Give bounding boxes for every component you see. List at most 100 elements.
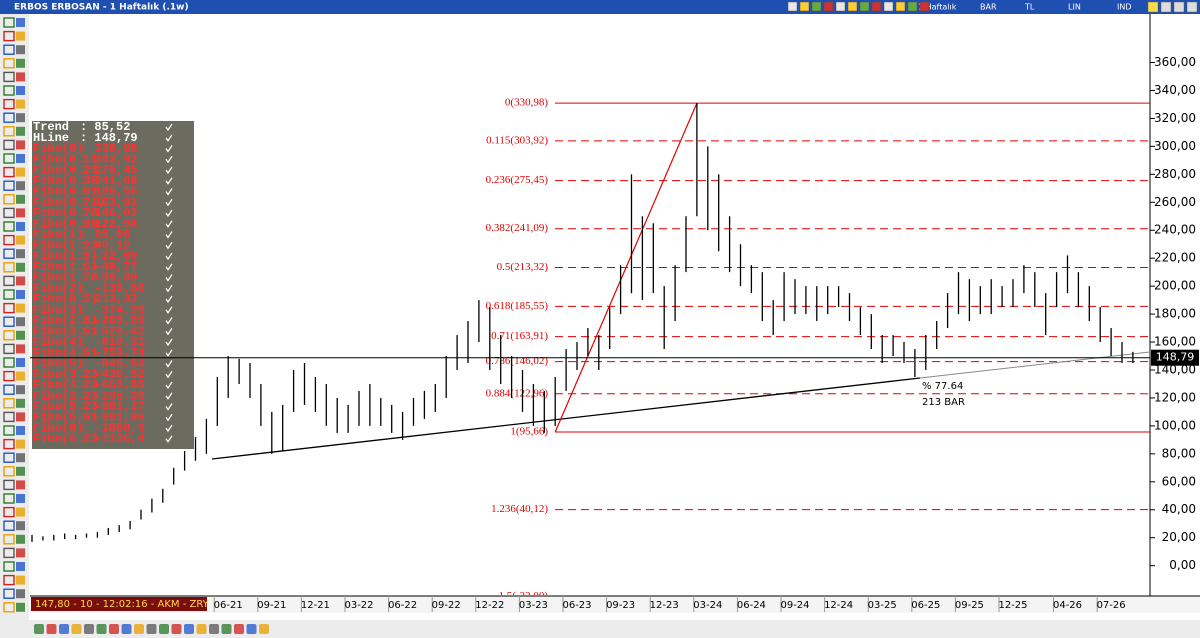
bottom-icon[interactable] (71, 624, 82, 634)
toolbar-icon[interactable] (811, 1, 822, 12)
tool-icon[interactable] (3, 574, 15, 586)
tool-icon[interactable] (16, 575, 25, 585)
toolbar-icon[interactable] (895, 1, 906, 12)
tool-icon[interactable] (16, 412, 25, 422)
tool-icon[interactable] (3, 493, 15, 504)
toolbar-icon[interactable] (883, 1, 894, 12)
tool-icon[interactable] (16, 507, 25, 517)
tool-icon[interactable] (3, 126, 15, 137)
toolbar-icon[interactable] (823, 1, 834, 12)
tool-icon[interactable] (16, 58, 25, 68)
tool-icon[interactable] (16, 249, 25, 259)
tool-icon[interactable] (16, 358, 25, 367)
tool-icon[interactable] (16, 385, 25, 395)
tool-icon[interactable] (16, 140, 25, 150)
tool-icon[interactable] (16, 235, 25, 245)
tool-icon[interactable] (3, 398, 15, 409)
tool-icon[interactable] (16, 562, 25, 571)
tool-icon[interactable] (16, 466, 25, 476)
toolbar-icon[interactable] (847, 1, 858, 12)
bottom-icon[interactable] (221, 624, 232, 634)
bottom-icon[interactable] (84, 624, 94, 634)
tool-icon[interactable] (3, 561, 15, 572)
tool-icon[interactable] (3, 17, 15, 28)
bottom-icon[interactable] (171, 624, 182, 634)
tool-icon[interactable] (16, 222, 25, 231)
tool-icon[interactable] (3, 85, 15, 96)
tool-icon[interactable] (3, 534, 15, 545)
tool-icon[interactable] (3, 194, 15, 205)
tool-icon[interactable] (3, 180, 15, 191)
tool-icon[interactable] (16, 276, 25, 286)
tool-icon[interactable] (3, 506, 15, 518)
tool-icon[interactable] (16, 494, 25, 503)
bottom-icon[interactable] (146, 624, 157, 634)
tool-icon[interactable] (3, 602, 15, 613)
tool-icon[interactable] (3, 275, 15, 287)
tool-icon[interactable] (3, 221, 15, 232)
bottom-icon[interactable] (234, 624, 244, 634)
toolbar-icon[interactable] (835, 1, 846, 12)
bottom-icon[interactable] (59, 624, 69, 634)
tool-icon[interactable] (3, 71, 15, 83)
tool-icon[interactable] (3, 262, 15, 273)
tool-icon[interactable] (3, 166, 15, 178)
tool-icon[interactable] (3, 520, 15, 531)
tool-icon[interactable] (3, 302, 15, 314)
tool-icon[interactable] (3, 330, 15, 341)
toolbar-item[interactable]: LIN (1068, 3, 1081, 12)
bottom-icon[interactable] (34, 624, 44, 634)
toolbar-item[interactable]: BAR (980, 3, 997, 12)
tool-icon[interactable] (16, 18, 25, 27)
tool-icon[interactable] (3, 466, 15, 477)
toolbar-icon[interactable] (799, 1, 810, 12)
bottom-icon[interactable] (259, 624, 269, 634)
tool-icon[interactable] (16, 181, 25, 191)
tool-icon[interactable] (16, 113, 25, 123)
bottom-icon[interactable] (246, 624, 257, 634)
tool-icon[interactable] (16, 208, 25, 218)
tool-icon[interactable] (3, 588, 15, 599)
tool-icon[interactable] (3, 30, 15, 42)
tool-icon[interactable] (3, 207, 15, 219)
bottom-icon[interactable] (46, 624, 57, 634)
toolbar-icon[interactable] (919, 1, 930, 12)
tool-icon[interactable] (16, 303, 25, 313)
tool-icon[interactable] (3, 153, 15, 164)
tool-icon[interactable] (16, 167, 25, 177)
tool-icon[interactable] (16, 86, 25, 95)
tool-icon[interactable] (3, 139, 15, 151)
toolbar-item[interactable]: TL (1024, 3, 1035, 12)
bottom-icon[interactable] (209, 624, 219, 634)
tool-icon[interactable] (16, 45, 25, 55)
tool-icon[interactable] (16, 534, 25, 544)
toolbar-icon[interactable] (787, 1, 798, 12)
toolbar-item[interactable]: 1 Haftalık (918, 3, 957, 12)
tool-icon[interactable] (16, 480, 25, 490)
bottom-icon[interactable] (196, 624, 207, 634)
bottom-icon[interactable] (121, 624, 132, 634)
tool-icon[interactable] (16, 330, 25, 340)
tool-icon[interactable] (3, 452, 15, 463)
tool-icon[interactable] (3, 547, 15, 559)
tool-icon[interactable] (16, 426, 25, 435)
tool-icon[interactable] (16, 439, 25, 449)
tool-icon[interactable] (16, 453, 25, 463)
window-button[interactable] (1186, 1, 1198, 13)
tool-icon[interactable] (3, 370, 15, 382)
tool-icon[interactable] (16, 589, 25, 599)
tool-icon[interactable] (16, 317, 25, 327)
window-button[interactable] (1160, 1, 1172, 13)
toolbar-icon[interactable] (859, 1, 870, 12)
tool-icon[interactable] (3, 248, 15, 259)
bottom-icon[interactable] (109, 624, 119, 634)
tool-icon[interactable] (3, 479, 15, 491)
tool-icon[interactable] (16, 126, 25, 136)
tool-icon[interactable] (3, 411, 15, 423)
bottom-icon[interactable] (96, 624, 107, 634)
tool-icon[interactable] (16, 72, 25, 82)
bottom-icon[interactable] (184, 624, 194, 634)
tool-icon[interactable] (3, 343, 15, 355)
bottom-icon[interactable] (134, 624, 144, 634)
tool-icon[interactable] (16, 521, 25, 531)
